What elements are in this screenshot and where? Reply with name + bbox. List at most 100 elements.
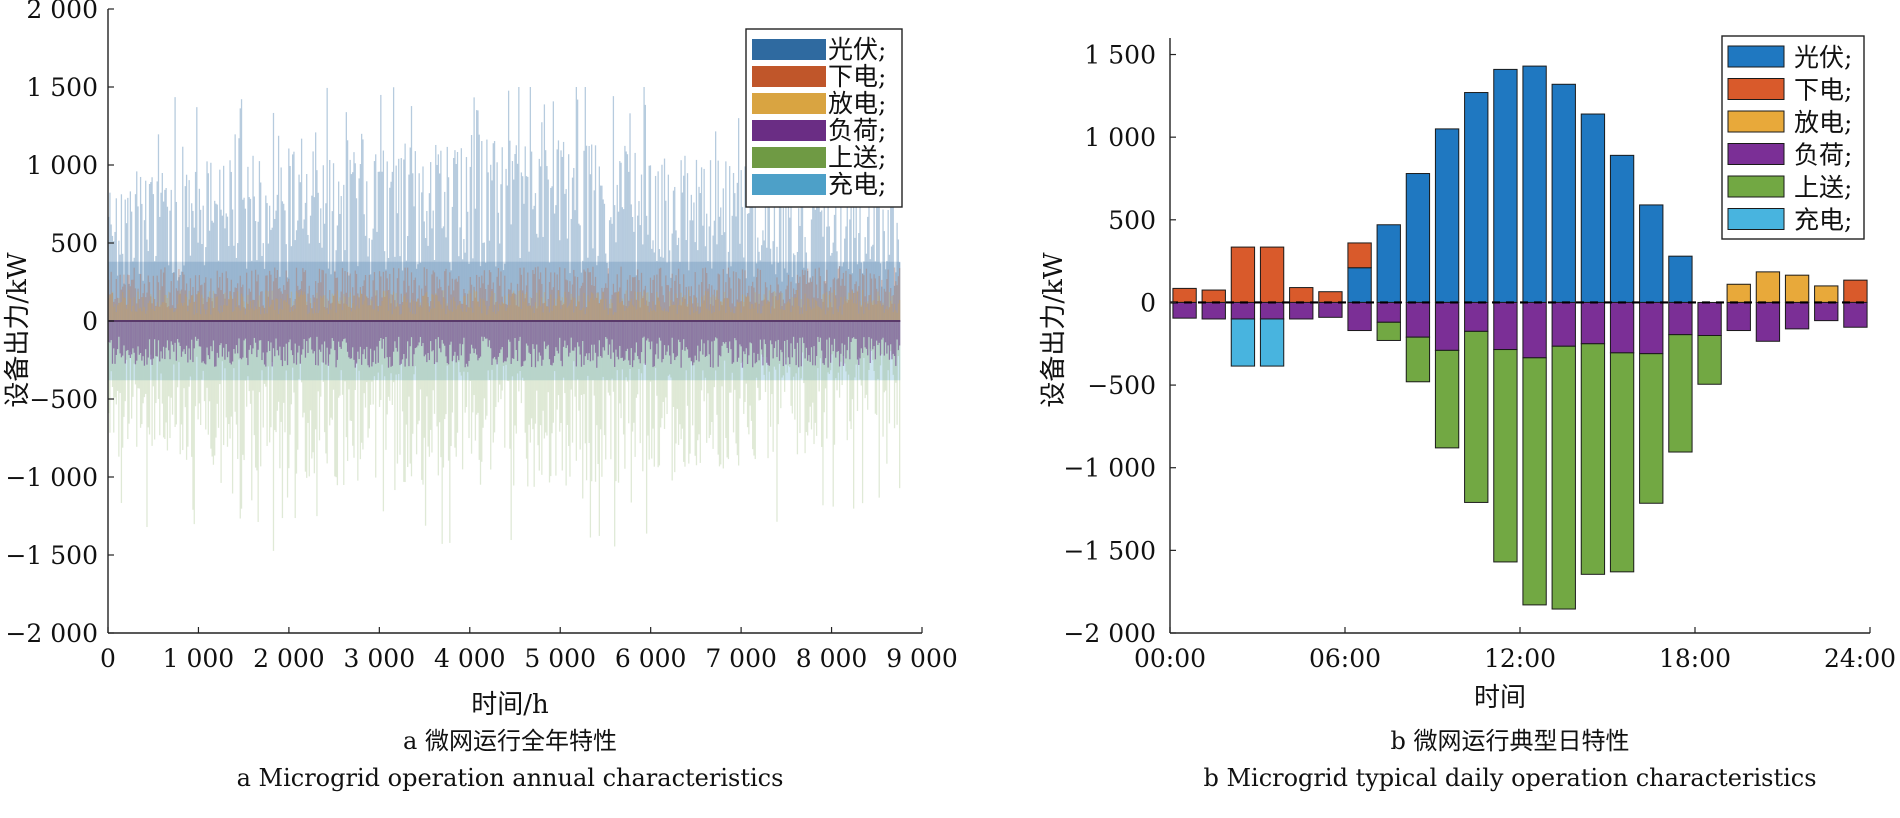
upload-mark	[504, 321, 506, 448]
upload-mark	[110, 321, 112, 372]
discharge-mark	[450, 299, 452, 321]
load-mark	[407, 321, 409, 342]
pv-mark	[833, 214, 836, 321]
pv-mark	[557, 140, 560, 321]
upload-mark	[428, 321, 431, 457]
load-mark	[720, 321, 722, 357]
load-mark	[280, 321, 282, 361]
upload-mark	[585, 321, 588, 481]
upload-mark	[398, 321, 400, 374]
discharge-mark	[819, 307, 822, 321]
pv-mark	[568, 154, 570, 321]
pv-mark	[316, 170, 318, 321]
pv-mark	[224, 228, 226, 321]
grid-mark	[341, 268, 344, 321]
discharge-mark	[220, 305, 222, 321]
discharge-mark	[229, 291, 231, 321]
grid-mark	[647, 305, 649, 321]
load-mark	[422, 321, 424, 344]
grid-mark	[391, 294, 393, 321]
discharge-mark	[750, 303, 753, 321]
load-mark	[262, 321, 264, 353]
grid-mark	[716, 290, 718, 321]
annual-caption-en: a Microgrid operation annual characteris…	[237, 764, 784, 792]
pv-mark	[308, 243, 310, 321]
discharge-mark	[116, 305, 119, 321]
discharge-mark	[312, 313, 314, 321]
upload-mark	[849, 321, 851, 422]
discharge-mark	[141, 311, 143, 321]
pv-mark	[332, 163, 335, 321]
load-mark	[611, 321, 613, 340]
grid-mark	[601, 287, 603, 321]
pv-mark	[555, 205, 557, 321]
grid-mark	[109, 294, 111, 321]
pv-mark	[442, 226, 445, 321]
upload-mark	[302, 321, 304, 418]
load-mark	[387, 321, 390, 368]
grid-mark	[387, 289, 390, 321]
discharge-mark	[256, 309, 258, 321]
load-mark	[432, 321, 434, 351]
upload-mark	[759, 321, 762, 400]
upload-mark	[330, 321, 332, 418]
upload-mark	[435, 321, 437, 363]
grid-mark	[846, 302, 848, 321]
discharge-mark	[504, 295, 506, 321]
grid-mark	[626, 279, 629, 321]
grid-mark	[720, 301, 722, 321]
discharge-mark	[603, 309, 606, 321]
discharge-mark	[511, 292, 514, 321]
upload-mark	[161, 321, 163, 404]
upload-mark	[482, 321, 484, 428]
grid-mark	[392, 267, 395, 321]
grid-mark	[459, 300, 461, 321]
upload-mark	[369, 321, 372, 405]
upload-mark	[409, 321, 411, 464]
grid-mark	[725, 282, 727, 321]
load-mark	[826, 321, 828, 340]
x-tick-label: 2 000	[253, 644, 325, 673]
pv-mark	[187, 227, 189, 321]
load-mark	[380, 321, 382, 338]
discharge-mark	[527, 306, 529, 321]
discharge-mark	[168, 291, 170, 321]
discharge-mark	[399, 314, 401, 321]
load-mark	[125, 321, 128, 351]
load-mark	[606, 321, 608, 339]
grid-mark	[514, 293, 516, 321]
discharge-mark	[119, 302, 121, 321]
load-mark	[152, 321, 155, 359]
discharge-mark	[427, 303, 429, 321]
daily-bar	[1172, 301, 1197, 319]
grid-mark	[311, 308, 313, 321]
load-mark	[239, 321, 241, 359]
load-mark	[386, 321, 388, 358]
load-mark	[110, 321, 112, 341]
pv-mark	[487, 172, 489, 321]
discharge-mark	[472, 312, 474, 321]
daily-bar	[1289, 301, 1314, 320]
upload-mark	[753, 321, 755, 456]
grid-mark	[193, 301, 195, 321]
grid-mark	[697, 306, 699, 321]
grid-mark	[656, 274, 658, 321]
annual-legend-label: 放电;	[828, 89, 886, 118]
grid-mark	[318, 268, 321, 321]
grid-mark	[886, 279, 888, 321]
discharge-mark	[507, 294, 510, 321]
pv-mark	[897, 239, 900, 321]
load-mark	[317, 321, 319, 366]
load-mark	[187, 321, 189, 363]
load-mark	[545, 321, 547, 349]
upload-mark	[565, 321, 567, 486]
grid-mark	[380, 276, 382, 321]
load-mark	[704, 321, 707, 357]
discharge-mark	[223, 305, 225, 321]
load-mark	[408, 321, 410, 367]
pv-mark	[335, 250, 337, 321]
upload-mark	[796, 321, 799, 455]
upload-mark	[652, 321, 654, 429]
pv-mark	[513, 179, 515, 321]
load-mark	[223, 321, 225, 348]
